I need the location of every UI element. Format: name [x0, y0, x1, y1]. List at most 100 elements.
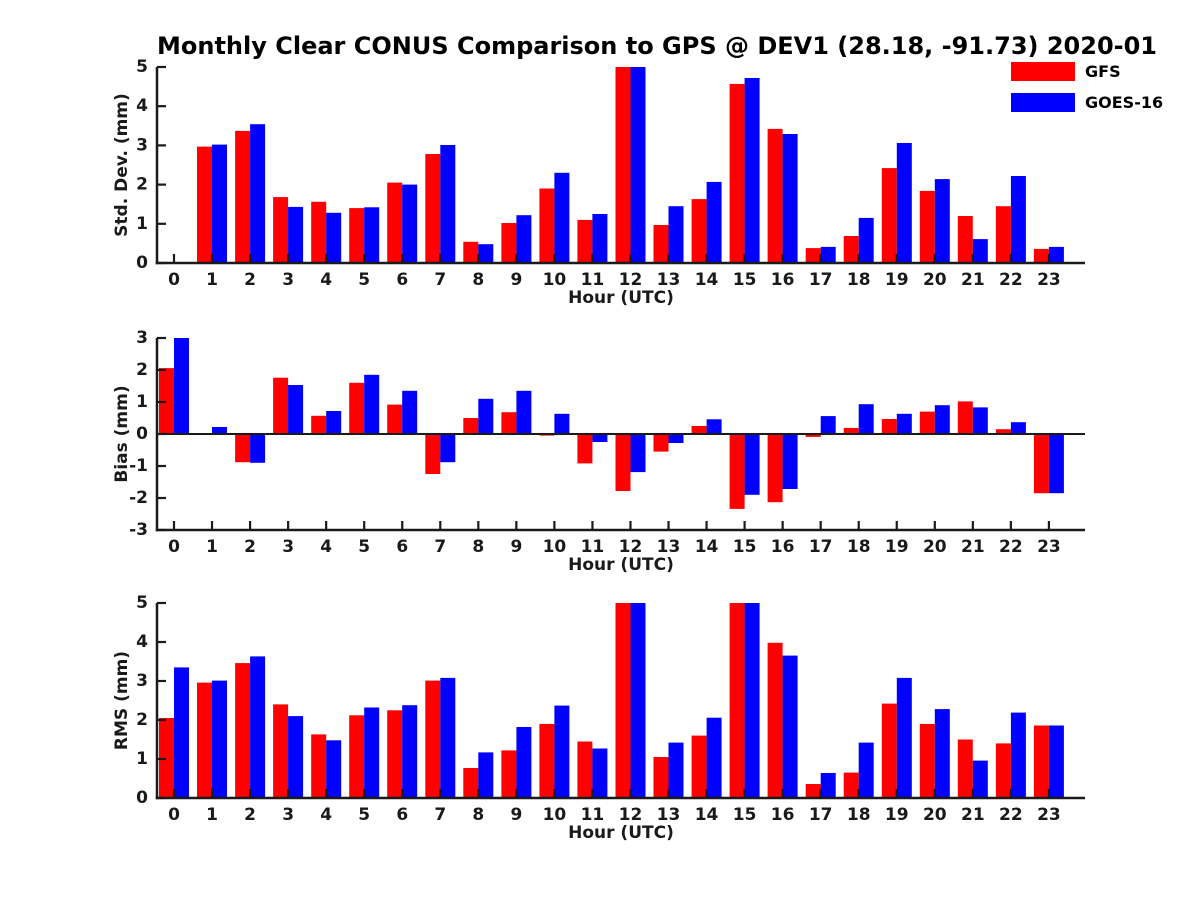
y-tick-label: 0	[136, 788, 148, 808]
bar-goes-16-hour-0	[174, 667, 189, 798]
goes16-color-swatch	[1011, 93, 1075, 112]
bar-gfs-hour-2	[235, 434, 251, 463]
x-tick-label: 9	[510, 805, 522, 825]
bar-goes-16-hour-3	[288, 385, 304, 434]
bar-goes-16-hour-2	[250, 124, 266, 263]
bar-goes-16-hour-15	[744, 78, 760, 263]
bar-gfs-hour-11	[577, 434, 593, 464]
bar-goes-16-hour-16	[782, 134, 798, 263]
y-tick-label: 3	[136, 328, 148, 348]
x-tick-label: 12	[619, 805, 643, 825]
y-axis-label: Std. Dev. (mm)	[112, 93, 132, 237]
bar-goes-16-hour-1	[212, 680, 227, 798]
x-tick-label: 4	[320, 270, 332, 290]
bar-goes-16-hour-13	[668, 206, 684, 263]
x-tick-label: 21	[961, 805, 985, 825]
bar-gfs-hour-23	[1033, 248, 1049, 263]
x-tick-label: 14	[695, 270, 719, 290]
bar-goes-16-hour-3	[288, 206, 304, 263]
x-tick-label: 20	[923, 537, 947, 557]
bar-goes-16-hour-18	[858, 217, 874, 263]
bar-goes-16-hour-19	[896, 143, 912, 263]
y-tick-label: -3	[129, 520, 148, 540]
x-tick-label: 4	[320, 805, 332, 825]
bar-goes-16-hour-1	[212, 427, 227, 434]
y-tick-label: 0	[136, 424, 148, 444]
bar-gfs-hour-18	[843, 427, 859, 434]
bar-goes-16-hour-21	[972, 407, 988, 434]
bar-goes-16-hour-15	[744, 434, 760, 495]
bar-gfs-hour-18	[843, 772, 859, 798]
x-tick-label: 15	[733, 805, 757, 825]
x-tick-label: 20	[923, 805, 947, 825]
x-tick-label: 5	[358, 805, 370, 825]
x-tick-label: 1	[206, 270, 218, 290]
x-tick-label: 18	[847, 537, 871, 557]
bar-goes-16-hour-17	[820, 773, 836, 798]
x-tick-label: 9	[510, 537, 522, 557]
bar-goes-16-hour-16	[782, 434, 798, 489]
bar-goes-16-hour-3	[288, 716, 304, 798]
bar-gfs-hour-19	[881, 419, 897, 434]
bar-gfs-hour-22	[995, 429, 1011, 434]
bar-gfs-hour-9	[501, 750, 517, 798]
y-tick-label: -2	[129, 488, 148, 508]
bar-gfs-hour-9	[501, 223, 517, 263]
y-tick-label: 2	[136, 360, 148, 380]
x-tick-label: 16	[771, 537, 795, 557]
bar-goes-16-hour-11	[592, 214, 608, 263]
bar-gfs-hour-8	[463, 241, 479, 263]
bar-gfs-hour-13	[653, 434, 669, 452]
x-tick-label: 23	[1037, 537, 1061, 557]
bar-gfs-hour-14	[691, 199, 707, 263]
bar-gfs-hour-3	[273, 377, 289, 434]
bar-goes-16-hour-0	[174, 338, 189, 434]
bar-gfs-hour-17	[805, 784, 821, 798]
x-tick-label: 3	[282, 270, 294, 290]
x-tick-label: 14	[695, 805, 719, 825]
bar-goes-16-hour-20	[934, 709, 950, 798]
bar-gfs-hour-1	[197, 682, 212, 798]
bar-gfs-hour-18	[843, 236, 859, 263]
bar-gfs-hour-23	[1033, 434, 1049, 494]
x-tick-label: 23	[1037, 270, 1061, 290]
x-tick-label: 2	[244, 270, 256, 290]
bar-gfs-hour-14	[691, 426, 707, 434]
bar-gfs-hour-21	[957, 216, 973, 263]
x-tick-label: 7	[434, 805, 446, 825]
x-tick-label: 11	[581, 805, 605, 825]
bar-goes-16-hour-16	[782, 655, 798, 798]
bar-gfs-hour-5	[349, 208, 365, 263]
y-tick-label: 3	[136, 135, 148, 155]
bar-gfs-hour-22	[995, 206, 1011, 263]
bar-gfs-hour-14	[691, 735, 707, 798]
bar-gfs-hour-4	[311, 734, 327, 798]
x-tick-label: 16	[771, 270, 795, 290]
bar-goes-16-hour-13	[668, 434, 684, 443]
x-tick-label: 3	[282, 805, 294, 825]
bar-goes-16-hour-10	[554, 705, 570, 798]
bar-goes-16-hour-20	[934, 179, 950, 263]
bar-goes-16-hour-15	[744, 603, 760, 798]
x-tick-label: 17	[809, 805, 833, 825]
x-tick-label: 5	[358, 270, 370, 290]
bar-gfs-hour-6	[387, 404, 403, 434]
x-tick-label: 8	[472, 805, 484, 825]
x-tick-label: 19	[885, 270, 909, 290]
bar-gfs-hour-8	[463, 418, 479, 434]
bar-goes-16-hour-2	[250, 434, 266, 463]
x-tick-label: 8	[472, 270, 484, 290]
bar-gfs-hour-20	[919, 411, 935, 434]
bar-goes-16-hour-11	[592, 748, 608, 798]
x-tick-label: 15	[733, 537, 757, 557]
bar-goes-16-hour-4	[326, 740, 342, 798]
bar-gfs-hour-19	[881, 168, 897, 263]
bar-gfs-hour-3	[273, 704, 289, 798]
bar-goes-16-hour-22	[1010, 422, 1026, 434]
bar-goes-16-hour-20	[934, 405, 950, 434]
bar-gfs-hour-9	[501, 412, 517, 434]
x-tick-label: 2	[244, 537, 256, 557]
bar-gfs-hour-17	[805, 434, 821, 437]
